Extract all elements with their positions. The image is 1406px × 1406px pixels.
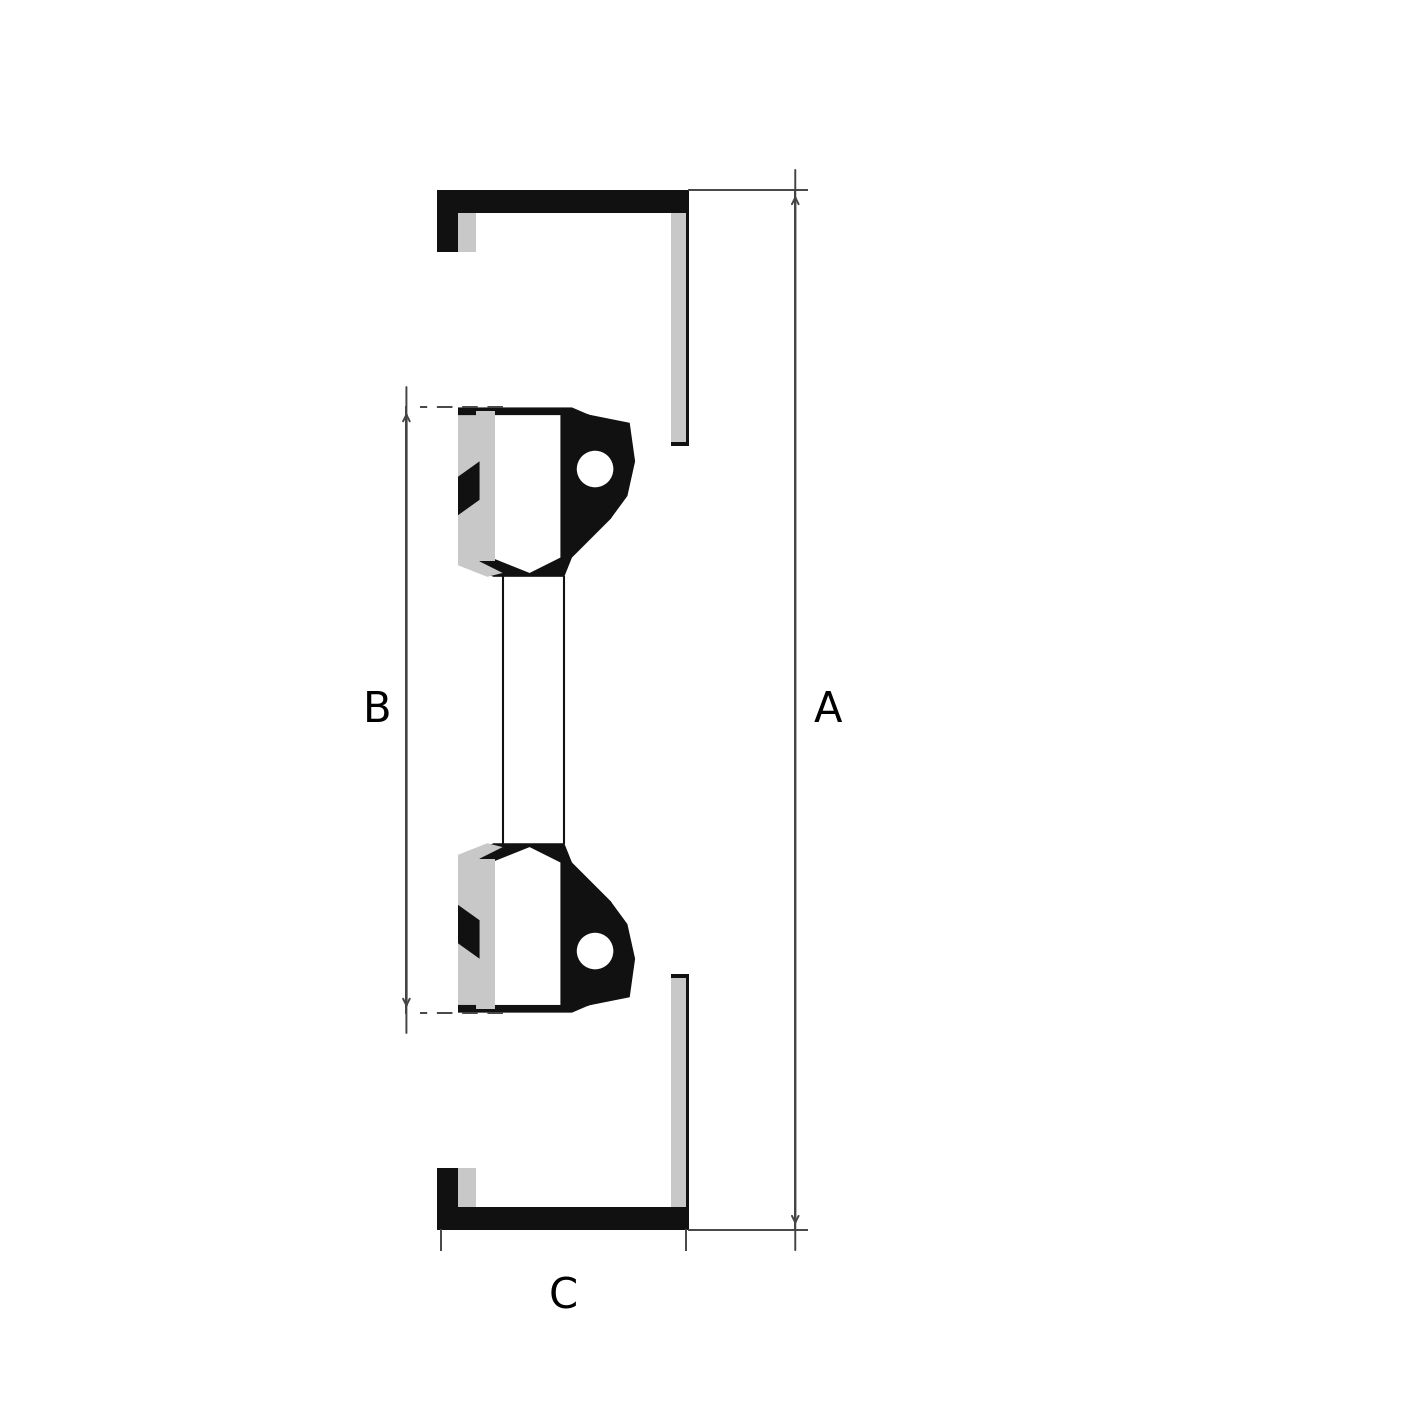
Text: A: A [813,689,842,731]
Polygon shape [475,990,671,1168]
Polygon shape [671,979,686,1206]
Polygon shape [475,1168,671,1206]
Polygon shape [437,1168,689,1230]
Polygon shape [491,846,561,1005]
Polygon shape [564,412,636,519]
Polygon shape [475,412,495,561]
Polygon shape [458,844,503,1005]
Polygon shape [458,461,479,515]
Polygon shape [458,415,503,576]
Polygon shape [671,214,689,446]
Polygon shape [458,214,671,252]
Polygon shape [437,190,689,252]
Polygon shape [475,252,491,430]
Polygon shape [564,901,636,1008]
Polygon shape [475,214,671,252]
Text: B: B [363,689,391,731]
Circle shape [575,931,614,972]
Polygon shape [671,214,686,441]
Polygon shape [671,974,689,1206]
Polygon shape [458,905,479,959]
Polygon shape [458,844,626,1012]
Polygon shape [458,408,626,576]
Polygon shape [475,252,671,430]
Circle shape [575,449,614,489]
Polygon shape [458,1168,671,1206]
Text: C: C [548,1275,578,1317]
Polygon shape [491,415,561,574]
Polygon shape [475,859,495,1008]
